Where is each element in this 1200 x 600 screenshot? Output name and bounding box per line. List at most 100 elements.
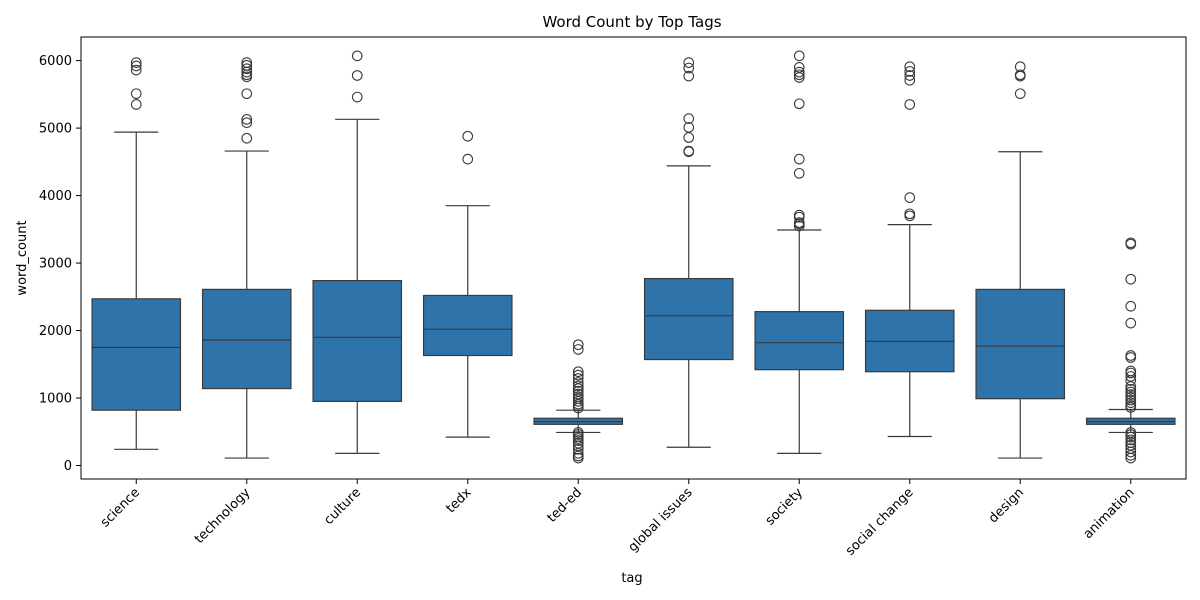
outlier-point — [241, 113, 253, 125]
outlier-point — [572, 443, 584, 455]
chart-title: Word Count by Top Tags — [542, 13, 721, 31]
outlier-point — [683, 57, 695, 68]
x-tick-label: technology — [192, 485, 254, 547]
x-tick-label: global issues — [626, 485, 696, 555]
x-tick-label: design — [986, 485, 1027, 526]
outlier-point — [1014, 88, 1026, 100]
outlier-point — [683, 113, 695, 125]
x-tick-label: social change — [843, 485, 917, 559]
outlier-point — [683, 70, 695, 82]
y-tick-label: 4000 — [39, 189, 72, 204]
outlier-point — [793, 66, 805, 78]
y-tick-label: 5000 — [39, 122, 72, 137]
outlier-point — [1125, 434, 1137, 446]
outlier-point — [351, 91, 363, 103]
box-group-animation — [1085, 237, 1176, 464]
outlier-point — [1125, 397, 1137, 409]
outlier-point — [130, 64, 142, 76]
outlier-point — [683, 132, 695, 143]
outlier-point — [904, 70, 916, 81]
plot-area — [91, 50, 1176, 464]
outlier-point — [241, 63, 253, 75]
plot-frame — [80, 36, 1187, 480]
outlier-point — [1125, 350, 1137, 361]
outlier-point — [1125, 394, 1137, 406]
outlier-point — [462, 130, 474, 142]
outlier-point — [793, 62, 805, 73]
outlier-point — [1125, 389, 1137, 400]
outlier-point — [241, 117, 253, 129]
iqr-box — [754, 311, 845, 371]
outlier-point — [793, 167, 805, 179]
outlier-point — [1125, 431, 1137, 443]
outlier-point — [572, 373, 584, 384]
x-tick-label: culture — [321, 485, 364, 528]
outlier-point — [1125, 352, 1137, 363]
outlier-point — [793, 98, 805, 110]
outlier-point — [572, 437, 584, 449]
outlier-point — [462, 153, 474, 165]
outlier-point — [904, 192, 916, 203]
outlier-point — [572, 427, 584, 438]
outlier-point — [793, 50, 805, 62]
outlier-point — [130, 60, 142, 72]
outlier-point — [1125, 273, 1137, 285]
outlier-point — [241, 88, 253, 100]
box-group-design — [975, 61, 1066, 459]
outlier-point — [1125, 383, 1137, 395]
outlier-point — [904, 99, 916, 110]
x-tick-label: science — [98, 485, 143, 530]
y-tick-label: 2000 — [39, 324, 72, 339]
outlier-point — [241, 59, 253, 71]
outlier-point — [793, 69, 805, 81]
x-tick-label: society — [763, 485, 807, 529]
iqr-box — [91, 298, 182, 411]
outlier-point — [1125, 237, 1137, 249]
outlier-point — [1125, 443, 1137, 454]
y-tick-label: 0 — [64, 459, 72, 474]
y-tick-label: 6000 — [39, 54, 72, 69]
y-axis: 0 1000 2000 3000 4000 5000 6000 — [39, 54, 81, 474]
outlier-point — [130, 57, 142, 68]
outlier-point — [241, 132, 253, 144]
outlier-point — [904, 61, 916, 73]
outlier-point — [572, 385, 584, 397]
outlier-point — [130, 88, 142, 100]
outlier-point — [904, 208, 916, 220]
outlier-point — [572, 380, 584, 392]
x-axis-label: tag — [621, 571, 642, 586]
y-tick-label: 1000 — [39, 392, 72, 407]
outlier-point — [572, 391, 584, 403]
outlier-point — [1125, 400, 1137, 411]
box-group-society — [754, 50, 845, 454]
iqr-box — [312, 280, 403, 402]
outlier-point — [572, 388, 584, 400]
outlier-point — [572, 339, 584, 351]
outlier-point — [904, 210, 916, 222]
outlier-point — [1125, 371, 1137, 382]
outlier-point — [1014, 61, 1026, 73]
outlier-point — [130, 99, 142, 110]
iqr-box — [422, 294, 513, 357]
outlier-point — [793, 153, 805, 165]
outlier-point — [1125, 317, 1137, 329]
box-group-science — [91, 57, 182, 450]
outlier-point — [572, 344, 584, 355]
x-tick-label: ted-ed — [545, 485, 586, 526]
outlier-point — [1125, 386, 1137, 398]
outlier-point — [572, 377, 584, 388]
iqr-box — [975, 288, 1066, 400]
box-group-social-change — [864, 61, 955, 438]
outlier-point — [1125, 365, 1137, 377]
outlier-point — [683, 62, 695, 74]
y-tick-label: 3000 — [39, 257, 72, 272]
box-group-culture — [312, 50, 403, 454]
outlier-point — [572, 369, 584, 381]
outlier-point — [793, 217, 805, 228]
outlier-point — [351, 70, 363, 81]
outlier-point — [904, 66, 916, 77]
box-group-technology — [201, 57, 292, 459]
outlier-point — [1125, 427, 1137, 438]
outlier-point — [1125, 300, 1137, 312]
